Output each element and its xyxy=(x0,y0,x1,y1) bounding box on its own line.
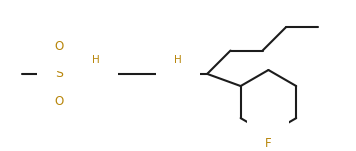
Text: F: F xyxy=(265,137,272,150)
Text: H: H xyxy=(93,55,100,65)
Text: O: O xyxy=(55,95,64,108)
Text: O: O xyxy=(55,40,64,53)
Text: N: N xyxy=(92,67,101,80)
Text: H: H xyxy=(174,55,182,65)
Text: S: S xyxy=(56,67,63,80)
Text: N: N xyxy=(174,67,182,80)
